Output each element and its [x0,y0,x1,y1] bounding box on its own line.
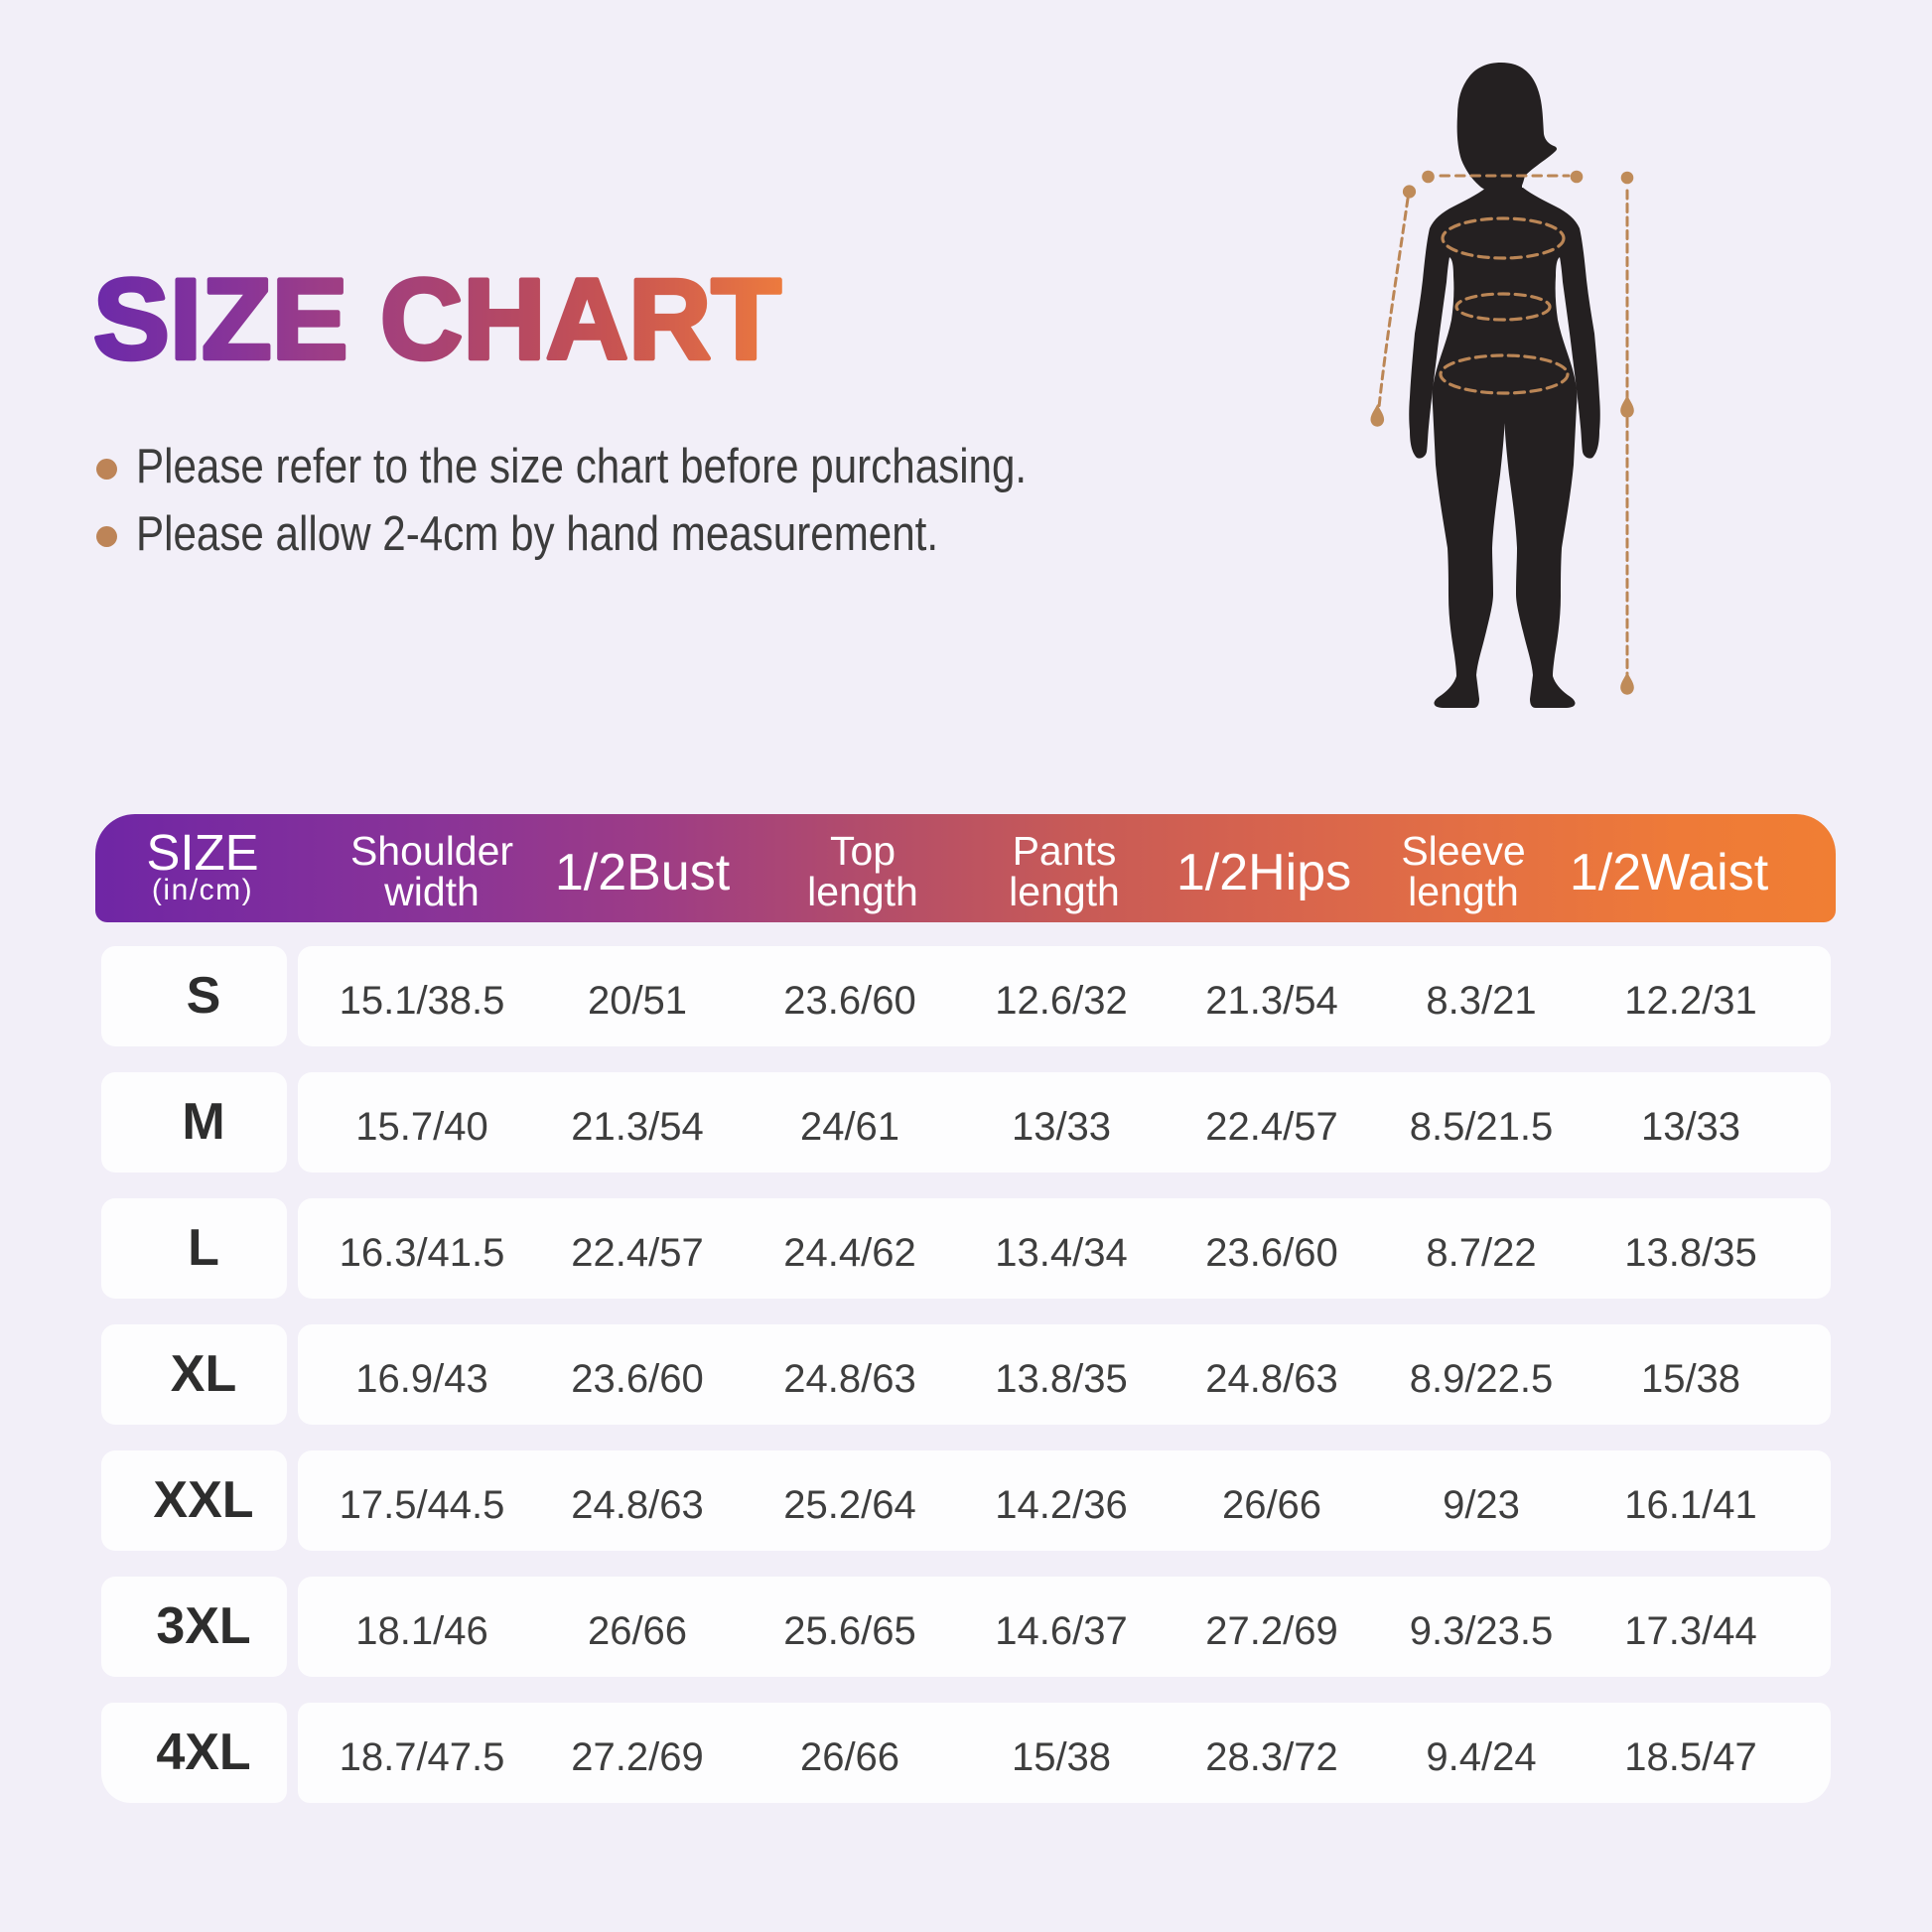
svg-text:SIZE CHART: SIZE CHART [93,256,781,383]
